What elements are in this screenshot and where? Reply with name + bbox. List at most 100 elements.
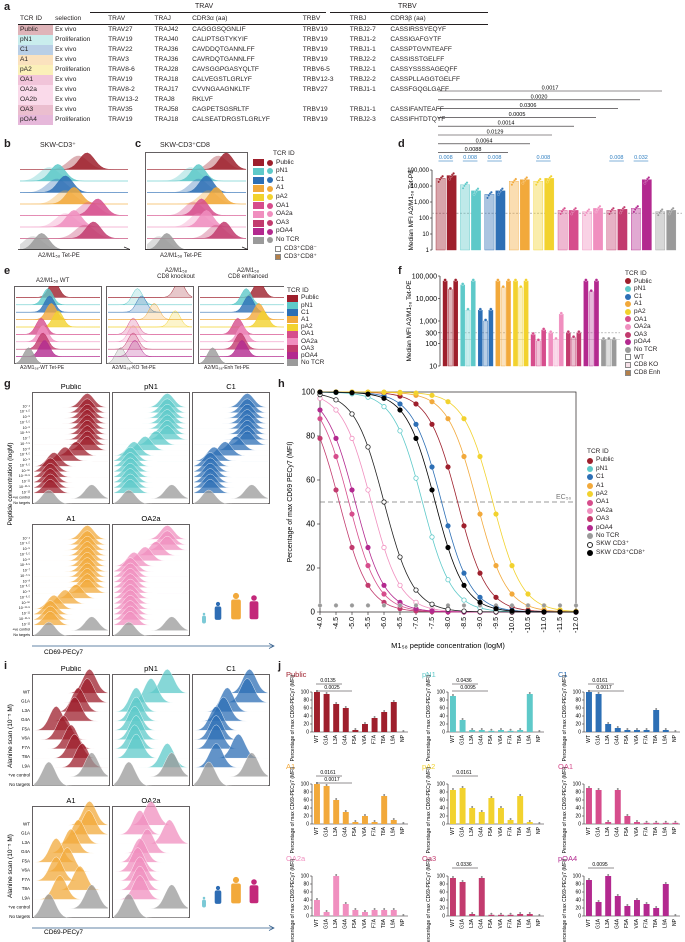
x-tick-label: G4A xyxy=(343,734,349,745)
legend-dot xyxy=(267,177,273,184)
table-cell: TRAV35 xyxy=(108,105,133,113)
no-tcr-point xyxy=(349,603,355,608)
legend-label: pN1 xyxy=(596,464,608,472)
data-point-SKW CD3⁺ xyxy=(333,397,339,403)
panel-c-title: SKW-CD3⁺CD8 xyxy=(160,142,210,149)
x-tick-label: T8A xyxy=(653,734,659,744)
histogram-OA3 xyxy=(16,332,100,350)
ridge-title-i4: OA2a xyxy=(141,796,161,805)
y-tick-label: 100 xyxy=(301,874,310,880)
p-value-label: 0.0064 xyxy=(476,138,493,144)
no-tcr-point xyxy=(413,603,419,608)
legend-label: SKW CD3⁺CD8⁺ xyxy=(596,548,646,556)
ridge-curve xyxy=(193,393,269,408)
data-point xyxy=(373,716,376,718)
table-cell: TRBV19 xyxy=(302,115,328,123)
y-tick-label: 40 xyxy=(575,714,581,720)
bar-OA2a-G1A xyxy=(323,912,330,916)
x-tick-label: -8.0 xyxy=(445,617,452,629)
panel-e-xlabel-wt: A2/M1₅₈-WT Tet-PE xyxy=(20,365,65,371)
histogram-C1 xyxy=(20,175,128,193)
legend-dot xyxy=(267,194,273,201)
x-tick-label: G4A xyxy=(343,826,349,837)
data-point xyxy=(335,702,338,704)
data-point-C1 xyxy=(445,523,451,529)
table-cell: CASSIFHTDTQYF xyxy=(390,115,446,123)
data-point xyxy=(534,183,538,187)
alanine-tick-label: WT xyxy=(23,821,30,826)
trbv-group-header: TRBV xyxy=(398,3,417,10)
bar-OA2a-CD8 KO xyxy=(553,339,559,367)
table-cell: TRAV19 xyxy=(108,35,133,43)
bar-C1-G1A xyxy=(595,694,602,732)
table-cell: pN1 xyxy=(18,35,54,45)
data-point xyxy=(585,211,588,215)
data-point xyxy=(587,208,591,211)
histogram-NoTCR xyxy=(15,347,100,364)
histogram-NoTCR-cd8neg xyxy=(20,236,128,250)
data-point xyxy=(607,336,611,341)
peptide-tick-label: 10⁻⁸·⁵ xyxy=(20,453,31,457)
bar-pN1-WT xyxy=(460,284,466,367)
histogram-OA1-cd8neg xyxy=(147,201,246,216)
table-row: C1 Ex vivo TRAV22 TRAJ36 CAVDDQTGANNLFF TRBV1… xyxy=(18,45,488,55)
panel-e-title-ko-line1: A2/M1₅₈ xyxy=(164,268,188,274)
bar-pN1-L3A xyxy=(469,730,476,732)
histogram-OA2a-cd8neg xyxy=(20,213,128,227)
table-cell: TRBV19 xyxy=(302,45,328,53)
peptide-tick-label: 10⁻⁵ xyxy=(23,547,31,551)
legend-item: Public xyxy=(587,456,645,464)
legend-swatch xyxy=(287,345,298,353)
legend-item: pN1 xyxy=(587,465,645,473)
table-cell: TRAV19 xyxy=(108,75,133,83)
ridge-curve xyxy=(33,489,108,505)
table-cell: TRAJ40 xyxy=(154,35,179,43)
ridge-xlabel: CD69-PECy7 xyxy=(44,649,83,656)
histogram-Public-cd8neg xyxy=(147,155,246,170)
ridge-curve xyxy=(193,761,268,787)
x-tick-label: G1A xyxy=(595,734,601,745)
data-point-pN1 xyxy=(397,428,403,434)
legend-item: OA2a xyxy=(253,210,317,219)
data-point-SKW CD3⁺CD8⁺ xyxy=(461,582,467,588)
x-tick-label: F5A xyxy=(352,918,358,928)
peptide-tick-label: 10⁻⁴ xyxy=(23,404,31,408)
legend-swatch xyxy=(287,301,298,309)
x-tick-label: L9A xyxy=(527,734,533,744)
table-cell: CAVRDQTGANNLFF xyxy=(192,55,255,63)
table-cell: TRAV13-2 xyxy=(108,95,139,103)
bar-pA2-G1A xyxy=(459,788,466,824)
histogram-OA3-cd8neg xyxy=(20,224,128,239)
histogram-C1 xyxy=(16,295,100,313)
histogram-NoTCR xyxy=(199,347,284,364)
p-value-blue: 0.032 xyxy=(634,155,648,161)
legend-swatch xyxy=(253,159,264,167)
y-tick-label: 100 xyxy=(437,690,446,696)
data-point xyxy=(392,818,395,820)
peptide-tick-label: 10⁻⁹ xyxy=(23,590,31,594)
data-point xyxy=(645,902,648,904)
y-tick-label: 100,000 xyxy=(407,168,429,174)
x-tick-label: L9A xyxy=(663,826,669,836)
histogram-C1 xyxy=(147,175,246,193)
bar-pN1-CD8 KO xyxy=(465,310,471,367)
legend-label: OA3 xyxy=(301,344,315,352)
data-point xyxy=(571,335,576,339)
x-tick-label: -11.0 xyxy=(541,617,548,633)
data-point xyxy=(451,876,454,878)
panel-f-chart: 100,000 10,000 1,000 300 100 10 Median MFI A2/… xyxy=(406,274,620,371)
legend-item: SKW CD3⁺ xyxy=(587,540,645,548)
data-point xyxy=(664,820,667,823)
legend-item: OA1 xyxy=(253,202,317,211)
histogram-OA2a xyxy=(147,210,246,228)
x-tick-label: NP xyxy=(400,918,406,926)
legend-label: OA1 xyxy=(276,201,290,209)
x-tick-label: L3A xyxy=(333,734,339,744)
person-icon-body xyxy=(231,883,241,904)
y-tick-label: 10,000 xyxy=(416,296,438,303)
bar-OA3-CD8 Enh xyxy=(576,332,582,367)
person-icon-body xyxy=(214,890,222,904)
data-point xyxy=(448,286,453,291)
data-point xyxy=(471,278,475,282)
ridge-curve xyxy=(193,687,269,713)
